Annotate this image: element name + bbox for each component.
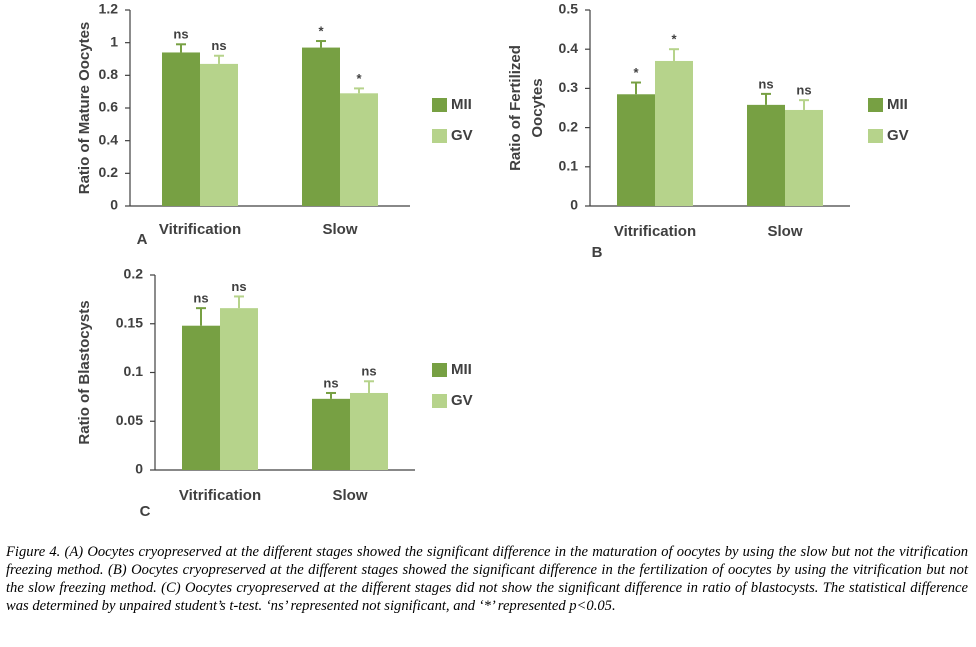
y-tick-label: 0.15 bbox=[116, 314, 143, 330]
legend-swatch bbox=[432, 363, 447, 377]
significance-label: * bbox=[356, 71, 362, 86]
significance-label: ns bbox=[361, 364, 376, 379]
y-tick-label: 0.4 bbox=[99, 131, 119, 147]
y-tick-label: 0.1 bbox=[559, 158, 579, 174]
significance-label: ns bbox=[231, 279, 246, 294]
caption: Figure 4. (A) Oocytes cryopreserved at t… bbox=[6, 543, 968, 615]
bar bbox=[350, 392, 388, 470]
x-tick-label: Vitrification bbox=[159, 221, 241, 238]
legend-swatch bbox=[432, 98, 447, 112]
y-tick-label: 0.2 bbox=[99, 164, 119, 180]
x-tick-label: Slow bbox=[332, 487, 367, 504]
y-tick-label: 0 bbox=[570, 197, 578, 213]
legend-label: MII bbox=[887, 96, 908, 113]
bar bbox=[747, 104, 785, 206]
legend-label: GV bbox=[887, 127, 909, 144]
significance-label: ns bbox=[323, 375, 338, 390]
y-tick-label: 1.2 bbox=[99, 1, 119, 17]
y-tick-label: 0.5 bbox=[559, 1, 579, 17]
panel-label: B bbox=[592, 244, 603, 261]
y-axis-label: Ratio of Blastocysts bbox=[76, 300, 93, 444]
y-tick-label: 0 bbox=[110, 197, 118, 213]
panel-label: A bbox=[137, 231, 148, 248]
significance-label: ns bbox=[211, 38, 226, 53]
significance-label: ns bbox=[796, 83, 811, 98]
bar bbox=[200, 63, 238, 207]
y-tick-label: 0.2 bbox=[559, 118, 579, 134]
y-tick-label: 0.4 bbox=[559, 40, 579, 56]
legend-label: MII bbox=[451, 361, 472, 378]
bar bbox=[302, 47, 340, 206]
y-tick-label: 0.2 bbox=[124, 266, 144, 282]
y-tick-label: 0.3 bbox=[559, 79, 579, 95]
significance-label: ns bbox=[758, 76, 773, 91]
bar bbox=[340, 93, 378, 206]
legend-swatch bbox=[868, 129, 883, 143]
significance-label: * bbox=[671, 32, 677, 47]
figure: Ratio of Mature Oocytes 0 0.2 0.4 0.6 0.8 1 1.2… bbox=[76, 1, 909, 520]
y-axis-label: Oocytes bbox=[529, 78, 546, 137]
legend-label: MII bbox=[451, 96, 472, 113]
y-axis-label: Ratio of Mature Oocytes bbox=[76, 22, 93, 195]
bar bbox=[655, 60, 693, 207]
significance-label: * bbox=[318, 23, 324, 38]
bar bbox=[785, 109, 823, 206]
caption-label: Figure 4. bbox=[6, 544, 61, 560]
legend-swatch bbox=[432, 129, 447, 143]
y-tick-label: 0.8 bbox=[99, 66, 119, 82]
y-tick-label: 0.05 bbox=[116, 412, 143, 428]
significance-label: * bbox=[633, 65, 639, 80]
legend-label: GV bbox=[451, 127, 473, 144]
significance-label: ns bbox=[193, 291, 208, 306]
y-tick-label: 1 bbox=[110, 33, 118, 49]
bar bbox=[182, 325, 220, 470]
legend-swatch bbox=[432, 394, 447, 408]
y-tick-label: 0.1 bbox=[124, 363, 144, 379]
x-tick-label: Slow bbox=[767, 223, 802, 240]
panel-label: C bbox=[140, 503, 151, 520]
y-tick-label: 0 bbox=[135, 461, 143, 477]
bar bbox=[312, 398, 350, 470]
x-tick-label: Vitrification bbox=[179, 487, 261, 504]
bar bbox=[162, 52, 200, 206]
caption-text: (A) Oocytes cryopreserved at the differe… bbox=[6, 544, 968, 614]
y-tick-label: 0.6 bbox=[99, 99, 119, 115]
x-tick-label: Vitrification bbox=[614, 223, 696, 240]
bar bbox=[220, 308, 258, 470]
significance-label: ns bbox=[173, 27, 188, 42]
y-axis-label: Ratio of Fertilized bbox=[507, 45, 524, 171]
legend-swatch bbox=[868, 98, 883, 112]
bar bbox=[617, 94, 655, 206]
x-tick-label: Slow bbox=[322, 221, 357, 238]
legend-label: GV bbox=[451, 392, 473, 409]
